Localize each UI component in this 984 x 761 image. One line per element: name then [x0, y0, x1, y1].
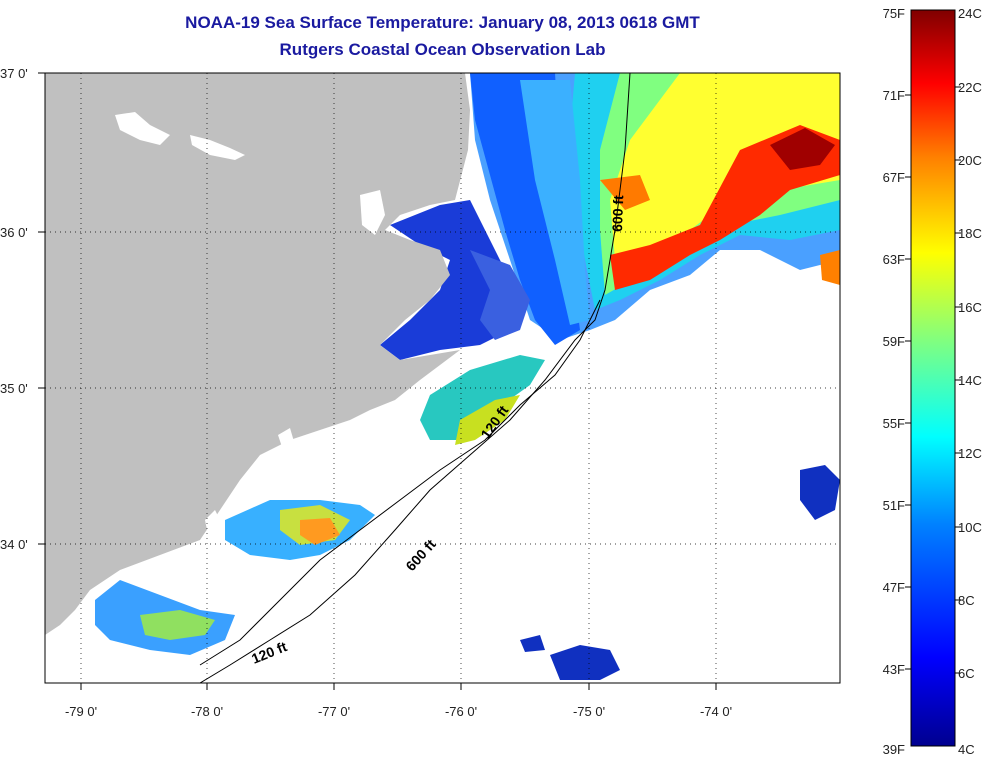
colorbar-f-label: 75F	[883, 6, 905, 21]
colorbar-c-label: 18C	[958, 226, 982, 241]
lat-label: 34 0'	[0, 537, 28, 552]
colorbar-ticks	[905, 86, 961, 674]
colorbar-f-label: 71F	[883, 88, 905, 103]
grid	[45, 73, 840, 683]
colorbar-f-label: 63F	[883, 252, 905, 267]
lon-label: -75 0'	[573, 704, 605, 719]
map-subtitle: Rutgers Coastal Ocean Observation Lab	[279, 40, 606, 59]
plot-frame	[44, 72, 841, 684]
map-title: NOAA-19 Sea Surface Temperature: January…	[185, 13, 700, 32]
lon-label: -76 0'	[445, 704, 477, 719]
lat-label: 37 0'	[0, 66, 28, 81]
lon-label: -74 0'	[700, 704, 732, 719]
lon-label: -78 0'	[191, 704, 223, 719]
colorbar-f-label: 59F	[883, 334, 905, 349]
colorbar-c-label: 4C	[958, 742, 975, 757]
colorbar-c-label: 8C	[958, 593, 975, 608]
colorbar-f-label: 43F	[883, 662, 905, 677]
lat-label: 35 0'	[0, 381, 28, 396]
lon-label: -77 0'	[318, 704, 350, 719]
colorbar-c-label: 10C	[958, 520, 982, 535]
colorbar-c-label: 22C	[958, 80, 982, 95]
colorbar-c-label: 16C	[958, 300, 982, 315]
colorbar-c-label: 20C	[958, 153, 982, 168]
axis-ticks	[38, 72, 717, 690]
lon-label: -79 0'	[65, 704, 97, 719]
colorbar-c-label: 24C	[958, 6, 982, 21]
bathymetry-contours	[199, 73, 631, 683]
colorbar-f-label: 55F	[883, 416, 905, 431]
contour-label-600-north: 600 ft	[609, 195, 626, 232]
colorbar-f-label: 67F	[883, 170, 905, 185]
colorbar-f-label: 51F	[883, 498, 905, 513]
colorbar	[910, 9, 956, 747]
sst-data-layer	[95, 73, 840, 680]
colorbar-f-label: 47F	[883, 580, 905, 595]
colorbar-f-label: 39F	[883, 742, 905, 757]
lat-label: 36 0'	[0, 225, 28, 240]
colorbar-c-label: 12C	[958, 446, 982, 461]
colorbar-c-label: 6C	[958, 666, 975, 681]
colorbar-c-label: 14C	[958, 373, 982, 388]
